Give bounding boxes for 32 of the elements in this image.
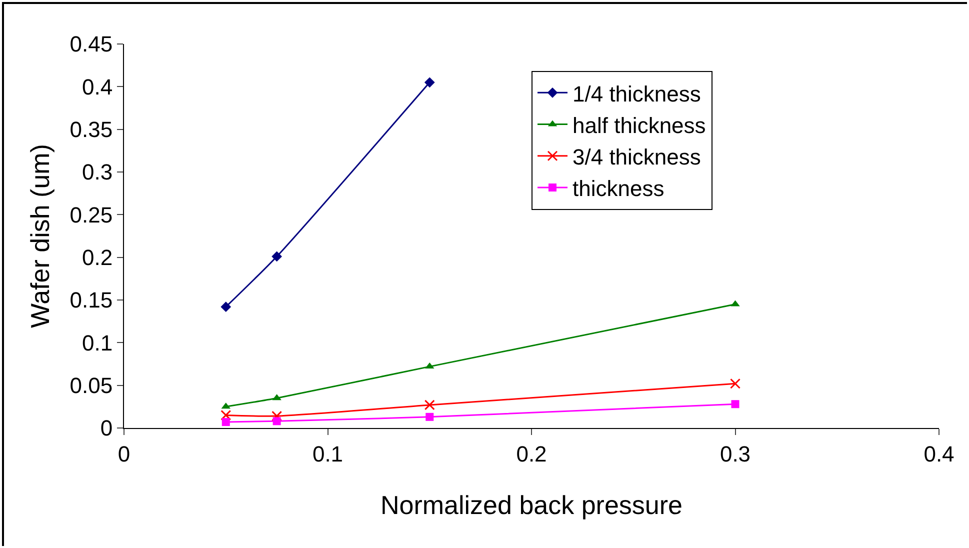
- point: [272, 251, 282, 262]
- legend-label: thickness: [572, 176, 664, 202]
- y-tick-label: 0.3: [82, 160, 113, 185]
- point: [220, 410, 232, 420]
- y-tick-label: 0.05: [70, 373, 113, 398]
- point: [730, 378, 740, 389]
- point: [272, 410, 282, 422]
- legend-label: 3/4 thickness: [572, 144, 701, 170]
- y-tick-label: 0.25: [70, 202, 113, 228]
- legend-label: half thickness: [572, 112, 706, 138]
- x-tick-label: 0.2: [516, 441, 547, 466]
- point: [220, 302, 232, 312]
- y-axis-title: Wafer dish (um): [25, 144, 56, 328]
- y-tick-label: 0.4: [82, 74, 113, 100]
- point: [424, 77, 435, 88]
- legend-label: 1/4 thickness: [572, 81, 701, 106]
- y-tick-label: 0: [100, 416, 113, 441]
- x-tick-label: 0: [118, 441, 130, 466]
- y-tick-label: 0.45: [70, 32, 113, 57]
- y-tick-label: 0.15: [70, 288, 113, 313]
- point: [731, 400, 740, 408]
- y-tick-label: 0.35: [70, 117, 113, 142]
- point: [222, 418, 230, 426]
- point: [426, 412, 434, 421]
- x-tick-label: 0.4: [924, 441, 954, 466]
- x-axis-title: Normalized back pressure: [380, 490, 683, 520]
- point: [424, 400, 435, 410]
- y-tick-label: 0.1: [82, 330, 113, 356]
- y-tick-label: 0.2: [82, 245, 113, 270]
- point: [272, 417, 281, 426]
- x-tick-label: 0.1: [312, 441, 344, 466]
- x-tick-label: 0.3: [720, 441, 751, 466]
